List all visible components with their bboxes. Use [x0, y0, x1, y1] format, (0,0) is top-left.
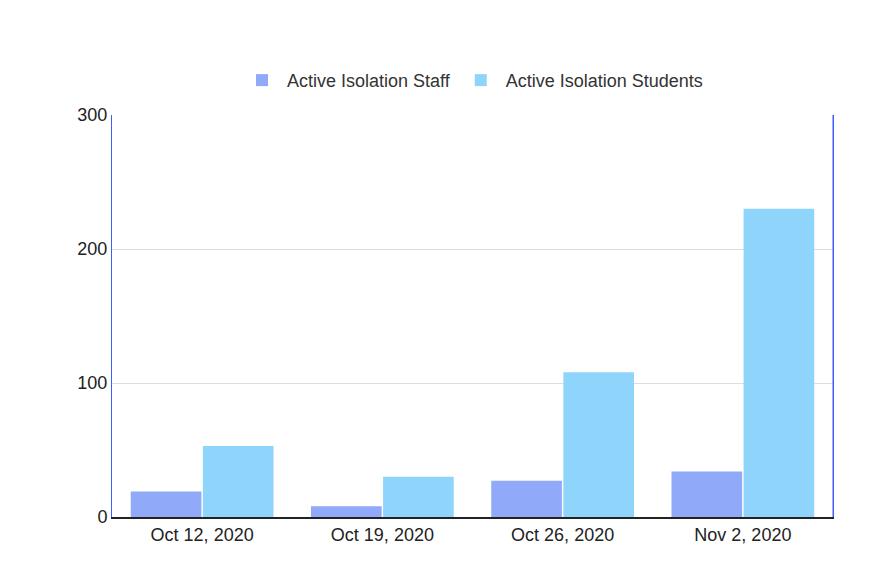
- svg-text:100: 100: [77, 373, 107, 393]
- svg-text:Nov 2, 2020: Nov 2, 2020: [694, 525, 791, 545]
- svg-text:Active Isolation Students: Active Isolation Students: [506, 71, 703, 91]
- svg-text:Oct 19, 2020: Oct 19, 2020: [331, 525, 434, 545]
- svg-text:Oct 12, 2020: Oct 12, 2020: [151, 525, 254, 545]
- svg-text:200: 200: [77, 239, 107, 259]
- svg-text:0: 0: [97, 507, 107, 527]
- svg-text:300: 300: [77, 105, 107, 125]
- svg-text:Active Isolation Staff: Active Isolation Staff: [287, 71, 451, 91]
- svg-text:Oct 26, 2020: Oct 26, 2020: [511, 525, 614, 545]
